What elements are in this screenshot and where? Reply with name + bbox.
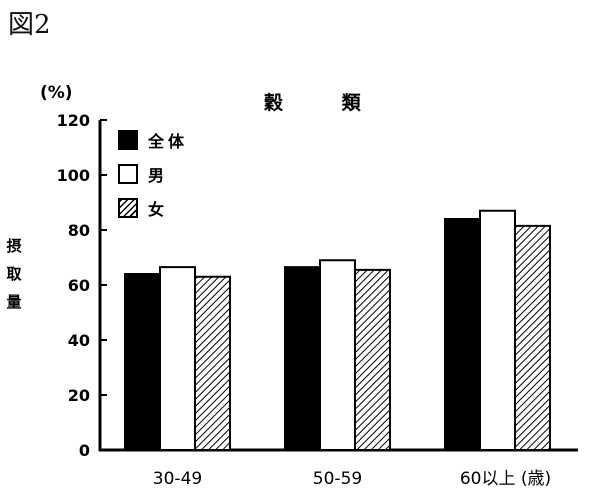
y-unit-label: (%) xyxy=(40,83,73,103)
legend-swatch-female xyxy=(118,198,138,218)
y-tick-label-20: 20 xyxy=(68,386,90,405)
bar-1-2 xyxy=(354,268,391,451)
y-axis-label-char-0: 摂 xyxy=(6,237,22,255)
y-axis-label-char-2: 量 xyxy=(6,293,22,311)
chart-title: 穀 類 xyxy=(264,92,387,114)
bar-1-0 xyxy=(284,266,321,451)
y-tick-label-60: 60 xyxy=(68,276,90,295)
legend-swatch-male xyxy=(118,164,138,184)
y-tick-label-80: 80 xyxy=(68,221,90,240)
bar-2-1 xyxy=(479,209,516,451)
bar-0-1 xyxy=(159,266,196,451)
bar-0-0 xyxy=(124,273,161,451)
x-tick-label-0: 30-49 xyxy=(153,469,202,489)
legend: 全体 男 女 xyxy=(118,128,238,230)
legend-item-female: 女 xyxy=(118,196,238,230)
y-tick-label-0: 0 xyxy=(79,441,90,460)
y-tick-label-120: 120 xyxy=(57,111,90,130)
y-tick-label-100: 100 xyxy=(57,166,90,185)
legend-item-male: 男 xyxy=(118,162,238,196)
legend-label-all: 全体 xyxy=(148,132,189,151)
bar-1-1 xyxy=(319,259,356,451)
bar-2-2 xyxy=(514,224,551,451)
legend-item-all: 全体 xyxy=(118,128,238,162)
legend-swatch-all xyxy=(118,130,138,150)
y-tick-label-40: 40 xyxy=(68,331,90,350)
x-tick-label-2: 60以上 (歳) xyxy=(460,469,551,489)
figure-label: 図2 xyxy=(8,10,51,40)
y-axis-label: 摂取量 xyxy=(4,232,24,316)
y-axis-label-char-1: 取 xyxy=(6,265,22,283)
legend-label-male: 男 xyxy=(148,166,169,185)
legend-label-female: 女 xyxy=(148,200,169,219)
bar-0-2 xyxy=(194,275,231,451)
bar-2-0 xyxy=(444,218,481,451)
x-tick-label-1: 50-59 xyxy=(313,469,362,489)
